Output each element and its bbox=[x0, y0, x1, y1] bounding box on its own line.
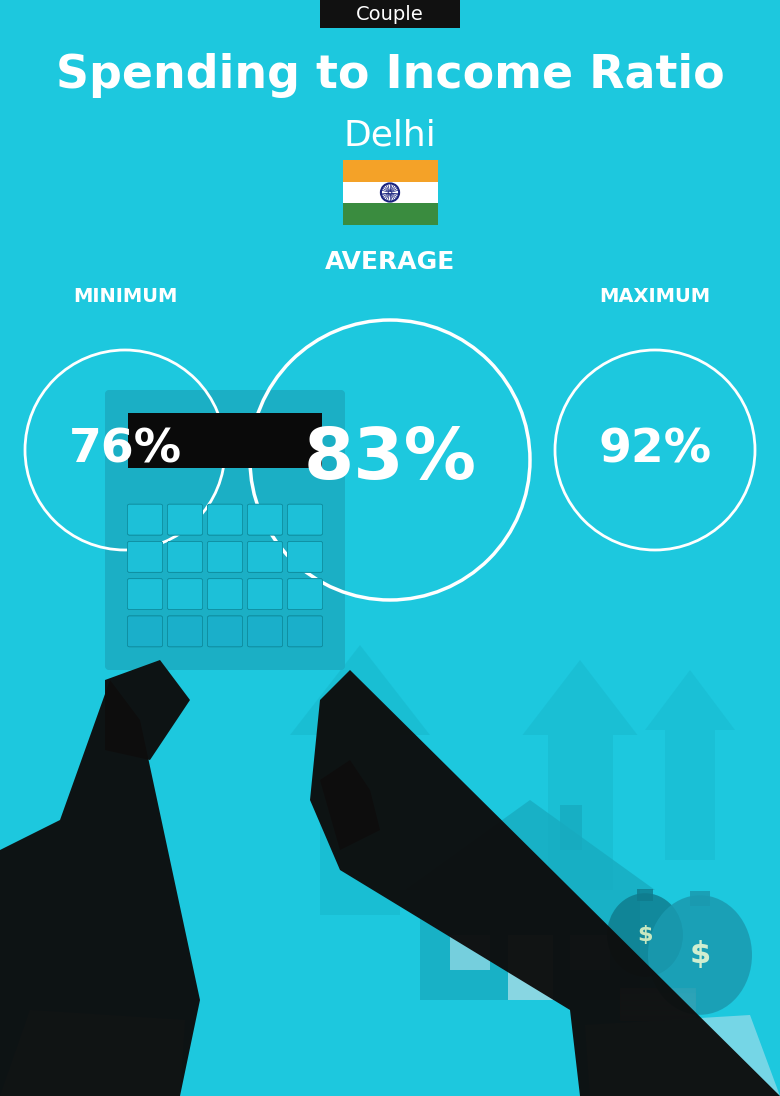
FancyBboxPatch shape bbox=[207, 504, 243, 535]
FancyBboxPatch shape bbox=[207, 541, 243, 572]
Text: $: $ bbox=[690, 940, 711, 970]
FancyBboxPatch shape bbox=[207, 541, 243, 572]
FancyBboxPatch shape bbox=[127, 579, 162, 609]
FancyBboxPatch shape bbox=[247, 579, 282, 609]
Bar bbox=[665, 730, 715, 860]
Bar bbox=[342, 182, 438, 204]
Polygon shape bbox=[0, 1011, 185, 1096]
Bar bbox=[690, 891, 710, 905]
FancyBboxPatch shape bbox=[287, 541, 323, 572]
Polygon shape bbox=[0, 680, 200, 1096]
FancyBboxPatch shape bbox=[127, 616, 162, 647]
Text: Spending to Income Ratio: Spending to Income Ratio bbox=[55, 53, 725, 98]
FancyBboxPatch shape bbox=[287, 579, 323, 609]
Text: 92%: 92% bbox=[598, 427, 711, 472]
FancyBboxPatch shape bbox=[168, 579, 203, 609]
FancyBboxPatch shape bbox=[247, 541, 282, 572]
FancyBboxPatch shape bbox=[168, 616, 203, 647]
Text: AVERAGE: AVERAGE bbox=[325, 250, 455, 274]
FancyBboxPatch shape bbox=[207, 579, 243, 609]
FancyBboxPatch shape bbox=[105, 390, 345, 670]
Bar bbox=[508, 935, 552, 1000]
Polygon shape bbox=[523, 660, 637, 735]
FancyBboxPatch shape bbox=[287, 504, 323, 535]
Text: $: $ bbox=[637, 925, 653, 945]
Bar bbox=[128, 413, 322, 468]
FancyBboxPatch shape bbox=[207, 616, 243, 647]
Bar bbox=[637, 889, 653, 901]
Bar bbox=[342, 204, 438, 225]
FancyBboxPatch shape bbox=[168, 579, 203, 609]
FancyBboxPatch shape bbox=[247, 616, 282, 647]
Ellipse shape bbox=[648, 895, 752, 1015]
FancyBboxPatch shape bbox=[247, 579, 282, 609]
FancyBboxPatch shape bbox=[247, 504, 282, 535]
Bar bbox=[450, 935, 490, 970]
FancyBboxPatch shape bbox=[247, 616, 282, 647]
Text: Couple: Couple bbox=[356, 4, 424, 23]
FancyBboxPatch shape bbox=[287, 504, 323, 535]
Bar bbox=[320, 735, 400, 915]
Polygon shape bbox=[405, 800, 655, 890]
Bar bbox=[620, 987, 695, 1000]
Text: 83%: 83% bbox=[303, 425, 477, 494]
Bar bbox=[320, 0, 460, 28]
FancyBboxPatch shape bbox=[207, 504, 243, 535]
Polygon shape bbox=[320, 760, 380, 850]
Text: MAXIMUM: MAXIMUM bbox=[600, 286, 711, 306]
FancyBboxPatch shape bbox=[247, 541, 282, 572]
Bar bbox=[620, 993, 695, 1005]
FancyBboxPatch shape bbox=[207, 579, 243, 609]
FancyBboxPatch shape bbox=[127, 541, 162, 572]
Bar bbox=[620, 998, 695, 1011]
Bar bbox=[420, 890, 640, 1000]
Bar bbox=[342, 160, 438, 182]
Bar bbox=[620, 1003, 695, 1015]
Bar bbox=[620, 1008, 695, 1020]
FancyBboxPatch shape bbox=[127, 579, 162, 609]
Bar bbox=[128, 413, 322, 468]
Bar bbox=[560, 804, 582, 850]
Polygon shape bbox=[310, 670, 780, 1096]
FancyBboxPatch shape bbox=[105, 390, 345, 670]
FancyBboxPatch shape bbox=[287, 616, 323, 647]
FancyBboxPatch shape bbox=[168, 504, 203, 535]
FancyBboxPatch shape bbox=[168, 504, 203, 535]
Polygon shape bbox=[585, 1015, 780, 1096]
Bar bbox=[570, 935, 610, 970]
FancyBboxPatch shape bbox=[127, 616, 162, 647]
FancyBboxPatch shape bbox=[207, 616, 243, 647]
Text: 76%: 76% bbox=[69, 427, 182, 472]
FancyBboxPatch shape bbox=[168, 616, 203, 647]
FancyBboxPatch shape bbox=[287, 579, 323, 609]
Polygon shape bbox=[290, 646, 430, 735]
Polygon shape bbox=[645, 670, 735, 730]
FancyBboxPatch shape bbox=[287, 541, 323, 572]
FancyBboxPatch shape bbox=[127, 504, 162, 535]
FancyBboxPatch shape bbox=[168, 541, 203, 572]
FancyBboxPatch shape bbox=[287, 616, 323, 647]
Text: Delhi: Delhi bbox=[344, 118, 436, 152]
FancyBboxPatch shape bbox=[168, 541, 203, 572]
FancyBboxPatch shape bbox=[127, 504, 162, 535]
Polygon shape bbox=[105, 660, 190, 760]
Ellipse shape bbox=[607, 893, 683, 977]
FancyBboxPatch shape bbox=[247, 504, 282, 535]
Bar bbox=[548, 735, 612, 890]
FancyBboxPatch shape bbox=[127, 541, 162, 572]
Text: MINIMUM: MINIMUM bbox=[73, 286, 177, 306]
